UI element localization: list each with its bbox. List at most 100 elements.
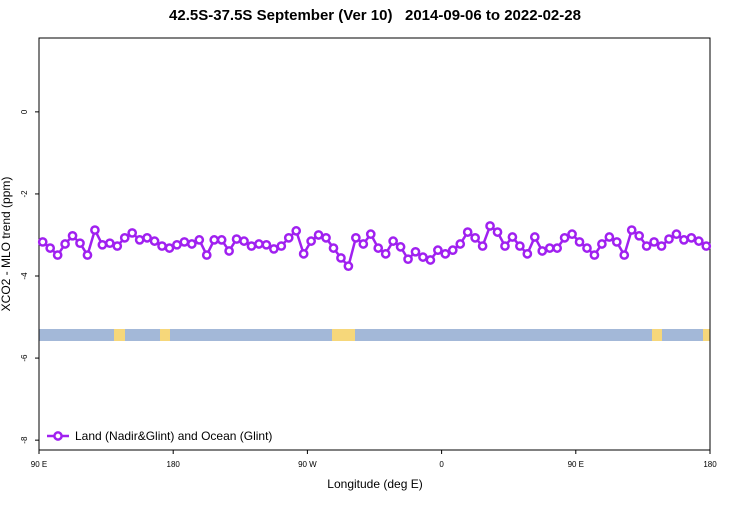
data-point	[462, 227, 473, 237]
y-axis-label: XCO2 - MLO trend (ppm)	[0, 177, 13, 312]
data-point	[500, 241, 510, 251]
x-axis-label: Longitude (deg E)	[327, 477, 422, 491]
data-point	[544, 243, 555, 253]
data-point	[477, 241, 488, 251]
data-point	[425, 255, 436, 265]
data-point	[649, 237, 659, 247]
data-point	[186, 239, 197, 249]
chart-title: 42.5S-37.5S September (Ver 10) 2014-09-0…	[169, 7, 581, 24]
data-point	[373, 243, 384, 253]
data-point	[597, 239, 607, 249]
data-point	[172, 239, 182, 250]
land-patch	[703, 329, 710, 341]
data-point	[552, 243, 563, 253]
data-point	[209, 235, 220, 245]
data-point	[298, 248, 309, 259]
x-tick-label: 90 E	[31, 460, 47, 469]
legend-label: Land (Nadir&Glint) and Ocean (Glint)	[75, 429, 272, 443]
data-point	[52, 250, 63, 260]
data-point	[358, 239, 369, 249]
data-point	[179, 237, 190, 247]
data-point	[574, 237, 585, 247]
data-point	[604, 232, 615, 242]
data-point	[261, 239, 272, 250]
data-point	[276, 241, 287, 251]
data-point	[507, 232, 518, 242]
data-point	[559, 232, 570, 243]
data-point	[686, 232, 697, 243]
data-point	[119, 232, 130, 243]
data-point	[291, 226, 302, 236]
data-point	[283, 232, 294, 243]
data-point	[321, 232, 331, 243]
data-point	[589, 250, 600, 260]
data-point	[388, 236, 398, 246]
land-patch	[160, 329, 170, 341]
data-point	[693, 236, 704, 246]
data-point	[201, 250, 212, 260]
data-point	[82, 250, 93, 260]
data-point	[328, 243, 339, 253]
data-point	[492, 227, 503, 237]
data-point	[231, 234, 242, 244]
y-tick-label: -2	[20, 190, 29, 198]
x-tick-label: 0	[439, 460, 444, 469]
data-point	[395, 242, 406, 252]
data-point	[97, 239, 108, 250]
data-point	[313, 230, 324, 240]
data-point	[470, 232, 480, 243]
data-point	[701, 241, 712, 251]
data-point	[60, 239, 70, 249]
data-point	[45, 243, 56, 253]
land-ocean-strip	[39, 329, 710, 341]
y-tick-label: 0	[20, 109, 29, 114]
data-point	[641, 241, 652, 251]
data-point	[104, 238, 115, 249]
data-point	[485, 221, 495, 231]
x-tick-label: 180	[167, 460, 181, 469]
y-tick-label: -6	[20, 354, 29, 362]
data-point	[410, 246, 421, 257]
data-point	[626, 225, 637, 235]
land-patch	[114, 329, 125, 341]
data-point	[90, 225, 100, 235]
data-point	[634, 230, 645, 241]
data-point	[343, 261, 354, 272]
data-point	[656, 241, 667, 251]
data-point	[134, 235, 145, 245]
x-tick-label: 90 W	[298, 460, 317, 469]
data-point	[455, 239, 466, 249]
data-point	[529, 232, 540, 242]
data-point	[127, 228, 138, 238]
data-point	[403, 254, 413, 265]
data-point	[537, 246, 548, 256]
data-point	[149, 236, 160, 246]
data-point	[433, 245, 443, 256]
data-point	[112, 241, 123, 251]
data-point	[440, 248, 451, 259]
data-point	[67, 230, 78, 241]
data-point	[447, 245, 458, 256]
data-point	[142, 232, 152, 243]
data-point	[418, 252, 428, 262]
y-tick-label: -4	[20, 272, 29, 280]
data-point	[157, 241, 167, 251]
data-point	[164, 243, 175, 253]
data-point	[216, 235, 227, 245]
data-point	[239, 236, 249, 246]
y-tick-label: -8	[20, 436, 29, 444]
data-point	[611, 237, 622, 247]
data-point	[336, 253, 346, 263]
data-point	[365, 229, 376, 240]
data-point	[224, 246, 234, 256]
x-tick-label: 90 E	[568, 460, 584, 469]
data-point	[567, 229, 577, 240]
data-point	[619, 250, 630, 260]
data-point	[194, 235, 205, 245]
data-point	[37, 237, 48, 247]
legend-marker	[53, 431, 63, 441]
x-tick-label: 180	[703, 460, 717, 469]
data-point	[380, 248, 391, 259]
data-point	[306, 236, 316, 246]
